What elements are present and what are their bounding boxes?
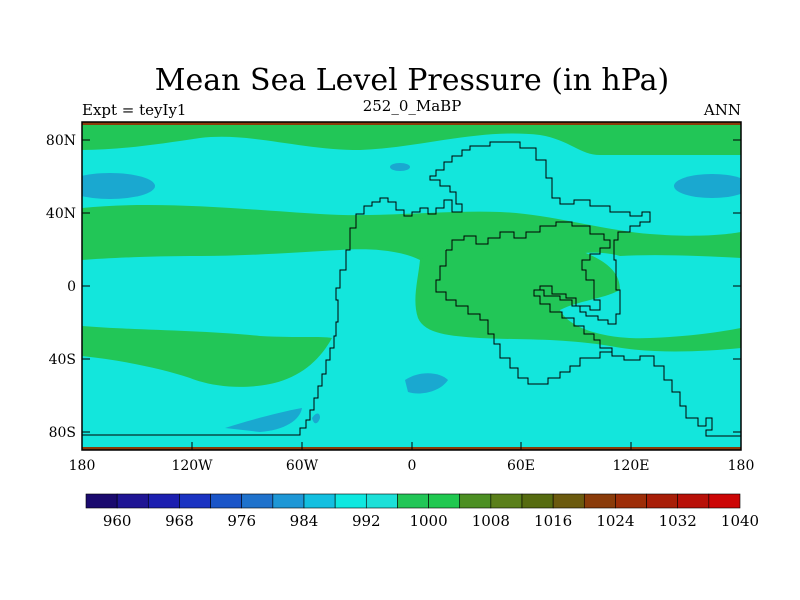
colorbar-swatch [272,493,305,509]
lat-label-40n: 40N [46,206,76,222]
colorbar-label: 1032 [659,512,697,530]
period-label: 252_0_MaBP [363,97,462,115]
colorbar-swatch [552,493,585,509]
low-pressure-south-west [225,408,302,432]
pressure-field [82,122,741,450]
north-edge-band [82,122,741,125]
colorbar-swatch [677,493,710,509]
equatorial-high-area [415,238,741,352]
colorbar-swatch [365,493,398,509]
colorbar-swatch [708,493,741,509]
colorbar-label: 1016 [534,512,572,530]
colorbar-label: 992 [352,512,381,530]
colorbar-swatch [583,493,616,509]
low-pressure-dot [312,413,320,424]
colorbar-swatch [646,493,679,509]
colorbar-swatch [334,493,367,509]
coastline [82,141,741,437]
colorbar-swatch [490,493,523,509]
lon-label-60w: 60W [286,458,319,474]
low-pressure-southern [405,373,448,394]
colorbar-label: 960 [103,512,132,530]
low-pressure-small [390,163,410,171]
lon-label-180w: 180 [69,458,96,474]
colorbar-label: 968 [165,512,194,530]
lon-label-120e: 120E [613,458,650,474]
experiment-label: Expt = teyIy1 [82,101,186,119]
colorbar-label: 1040 [721,512,759,530]
y-tick-labels: 80N 40N 0 40S 80S [46,133,76,441]
colorbar-label: 1024 [596,512,634,530]
colorbar-labels: 960 968 976 984 992 1000 1008 1016 1024 1032 1040 [103,512,759,530]
colorbar-label: 976 [227,512,256,530]
mid-pressure-area [82,122,741,450]
figure-title: Mean Sea Level Pressure (in hPa) [155,63,669,98]
x-tick-marks [191,442,632,450]
lat-label-40s: 40S [49,352,76,368]
lon-label-0: 0 [408,458,417,474]
lat-label-80s: 80S [49,425,76,441]
colorbar-swatch [210,493,243,509]
colorbar-swatch [179,493,211,509]
colorbar [85,493,741,509]
mid-latitude-high-band [82,204,741,302]
lon-label-60e: 60E [507,458,535,474]
colorbar-label: 1008 [472,512,510,530]
colorbar-swatch [521,493,554,509]
south-high-band [82,326,332,387]
lat-label-80n: 80N [46,133,76,149]
y-tick-marks [82,139,741,433]
lon-label-180e: 180 [728,458,755,474]
colorbar-label: 1000 [409,512,447,530]
colorbar-label: 984 [290,512,319,530]
low-pressure-west [82,173,155,199]
low-pressure-east [674,174,741,198]
lat-label-0: 0 [67,279,76,295]
x-tick-labels: 180 120W 60W 0 60E 120E 180 [69,458,755,474]
colorbar-swatch [116,493,149,509]
north-high-band [82,122,741,155]
colorbar-swatch [241,493,274,509]
colorbar-swatch [85,493,118,509]
colorbar-swatch [615,493,647,509]
colorbar-swatch [428,493,461,509]
colorbar-swatch [303,493,336,509]
lon-label-120w: 120W [171,458,213,474]
colorbar-swatch [147,493,180,509]
season-label: ANN [703,101,741,119]
colorbar-swatch [397,493,429,509]
colorbar-swatch [459,493,492,509]
